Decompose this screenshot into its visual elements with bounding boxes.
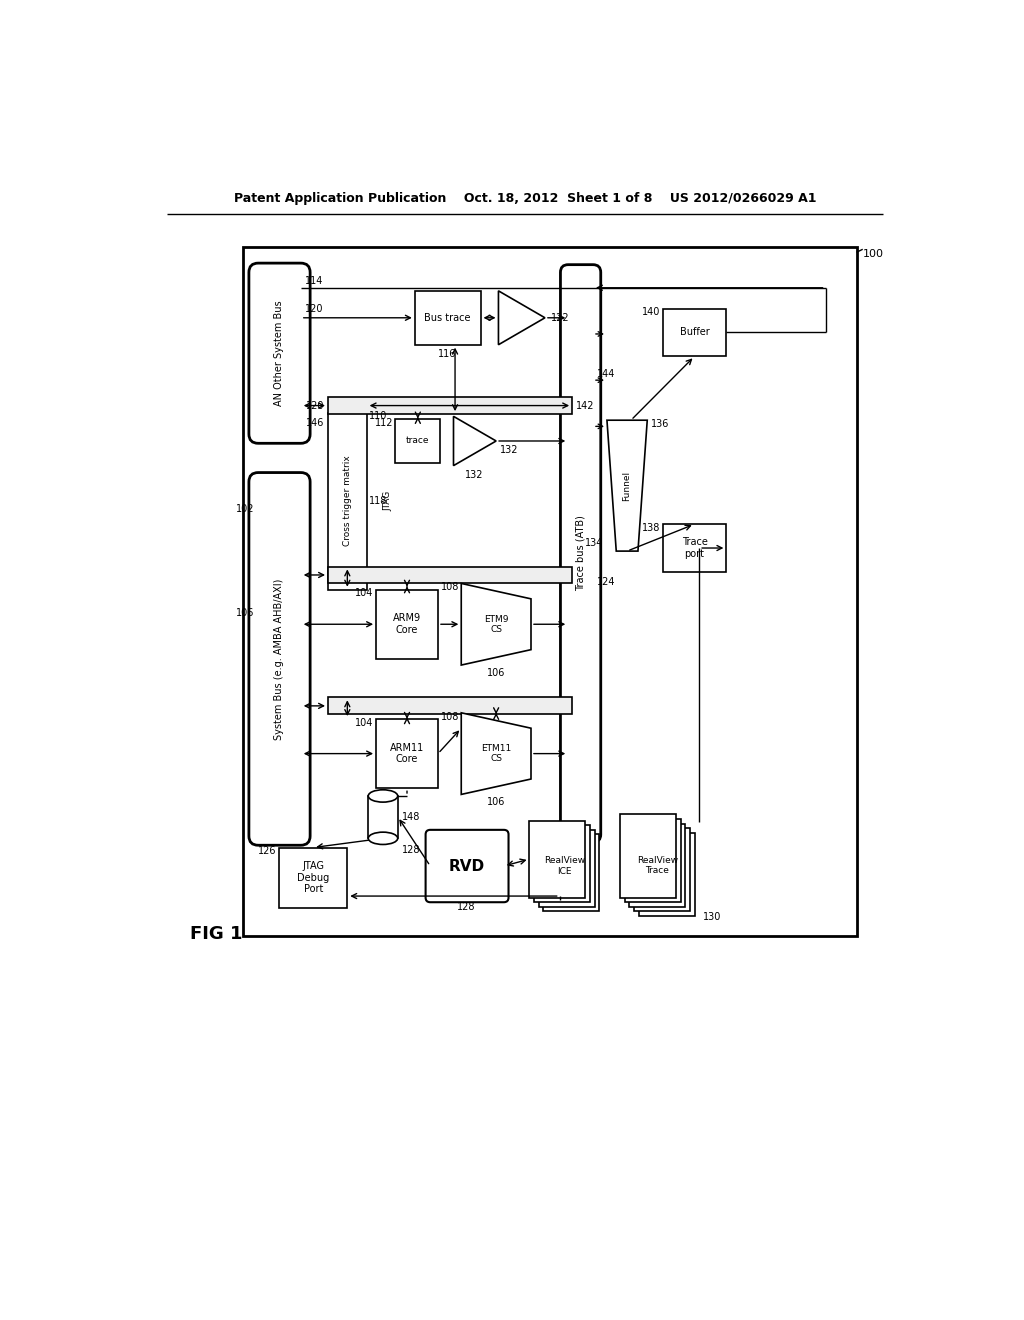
Text: ETM9
CS: ETM9 CS	[484, 615, 508, 634]
FancyBboxPatch shape	[625, 818, 681, 903]
Text: Bus trace: Bus trace	[424, 313, 471, 323]
Text: 138: 138	[642, 523, 660, 533]
Text: 106: 106	[487, 668, 505, 677]
Text: trace: trace	[407, 437, 430, 445]
Polygon shape	[454, 416, 496, 466]
Text: 124: 124	[597, 577, 615, 586]
Polygon shape	[461, 583, 531, 665]
Text: Cross trigger matrix: Cross trigger matrix	[343, 455, 352, 546]
Polygon shape	[607, 420, 647, 552]
FancyBboxPatch shape	[426, 830, 509, 903]
Text: Patent Application Publication    Oct. 18, 2012  Sheet 1 of 8    US 2012/0266029: Patent Application Publication Oct. 18, …	[233, 191, 816, 205]
Text: 102: 102	[236, 504, 254, 513]
Text: 136: 136	[651, 418, 670, 429]
Text: 132: 132	[465, 470, 483, 480]
Text: 106: 106	[487, 797, 505, 807]
Text: 108: 108	[440, 711, 459, 722]
Ellipse shape	[369, 789, 397, 803]
Text: FIG 1: FIG 1	[190, 924, 243, 942]
Ellipse shape	[369, 832, 397, 845]
FancyBboxPatch shape	[539, 830, 595, 907]
Text: 108: 108	[440, 582, 459, 593]
FancyBboxPatch shape	[395, 418, 440, 463]
Text: RealView
Trace: RealView Trace	[637, 855, 678, 875]
Text: 114: 114	[305, 276, 324, 286]
Text: 130: 130	[703, 912, 722, 921]
Text: Funnel: Funnel	[623, 471, 632, 500]
Text: 128: 128	[401, 845, 420, 855]
Text: ARM11
Core: ARM11 Core	[390, 743, 424, 764]
Text: Trace
port: Trace port	[682, 537, 708, 558]
FancyBboxPatch shape	[249, 263, 310, 444]
Text: 142: 142	[575, 400, 595, 411]
Text: 144: 144	[597, 368, 615, 379]
Text: 128: 128	[458, 902, 476, 912]
FancyBboxPatch shape	[535, 825, 590, 903]
FancyBboxPatch shape	[249, 473, 310, 845]
Polygon shape	[499, 290, 545, 345]
Text: 132: 132	[500, 445, 518, 455]
FancyBboxPatch shape	[328, 566, 572, 583]
Text: ETM11
CS: ETM11 CS	[481, 744, 511, 763]
FancyBboxPatch shape	[630, 824, 685, 907]
Text: 118: 118	[369, 496, 387, 506]
FancyBboxPatch shape	[663, 309, 726, 356]
Text: 122: 122	[551, 313, 569, 323]
Text: 112: 112	[375, 417, 393, 428]
Polygon shape	[461, 713, 531, 795]
Text: 120: 120	[305, 304, 324, 314]
FancyBboxPatch shape	[369, 796, 397, 838]
Text: 146: 146	[306, 418, 324, 428]
Text: 106: 106	[236, 607, 254, 618]
Text: 120: 120	[305, 400, 324, 411]
FancyBboxPatch shape	[639, 833, 694, 916]
Text: 140: 140	[642, 308, 660, 317]
Text: 104: 104	[355, 589, 374, 598]
FancyBboxPatch shape	[529, 821, 586, 898]
FancyBboxPatch shape	[634, 829, 690, 911]
Text: 126: 126	[258, 846, 276, 857]
FancyBboxPatch shape	[560, 264, 601, 842]
FancyBboxPatch shape	[663, 524, 726, 572]
FancyBboxPatch shape	[415, 290, 480, 345]
FancyBboxPatch shape	[376, 590, 438, 659]
FancyBboxPatch shape	[243, 247, 856, 936]
FancyBboxPatch shape	[328, 697, 572, 714]
Text: 100: 100	[862, 249, 884, 259]
Text: Buffer: Buffer	[680, 327, 710, 338]
Text: AN Other System Bus: AN Other System Bus	[274, 301, 284, 407]
FancyBboxPatch shape	[280, 847, 347, 908]
FancyBboxPatch shape	[544, 834, 599, 911]
Text: Trace bus (ATB): Trace bus (ATB)	[575, 516, 586, 591]
Text: ARM9
Core: ARM9 Core	[393, 614, 421, 635]
Text: RealView
ICE: RealView ICE	[544, 857, 585, 875]
Text: 148: 148	[401, 812, 420, 822]
Text: 116: 116	[438, 348, 457, 359]
Text: 104: 104	[355, 718, 374, 727]
Text: JTAG
Debug
Port: JTAG Debug Port	[297, 861, 330, 894]
FancyBboxPatch shape	[376, 719, 438, 788]
FancyBboxPatch shape	[621, 814, 676, 898]
Text: RVD: RVD	[449, 858, 484, 874]
Text: 134: 134	[585, 539, 603, 548]
FancyBboxPatch shape	[328, 397, 572, 414]
Text: 110: 110	[369, 412, 387, 421]
Text: JTAG: JTAG	[384, 491, 393, 511]
Text: System Bus (e.g. AMBA AHB/AXI): System Bus (e.g. AMBA AHB/AXI)	[274, 578, 284, 739]
FancyBboxPatch shape	[328, 412, 367, 590]
